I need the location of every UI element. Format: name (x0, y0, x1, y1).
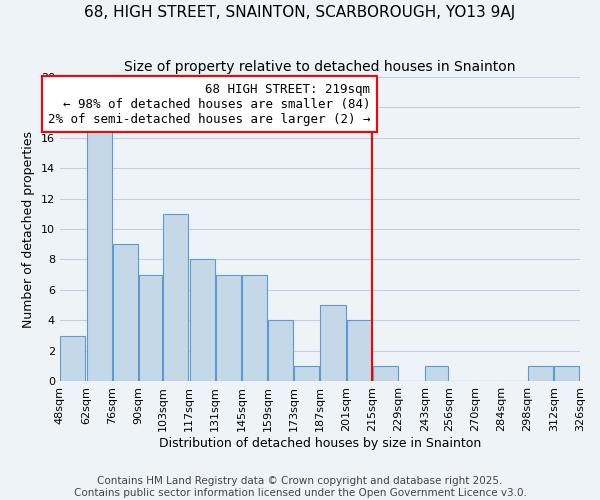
Title: Size of property relative to detached houses in Snainton: Size of property relative to detached ho… (124, 60, 515, 74)
Bar (373, 366, 398, 382)
Bar (190, 260, 215, 382)
Bar (86, 122, 112, 382)
Bar (528, 366, 553, 382)
X-axis label: Distribution of detached houses by size in Snainton: Distribution of detached houses by size … (159, 437, 481, 450)
Bar (425, 366, 448, 382)
Bar (163, 214, 188, 382)
Bar (139, 274, 162, 382)
Y-axis label: Number of detached properties: Number of detached properties (22, 130, 35, 328)
Bar (215, 274, 241, 382)
Bar (242, 274, 267, 382)
Bar (268, 320, 293, 382)
Text: 68, HIGH STREET, SNAINTON, SCARBOROUGH, YO13 9AJ: 68, HIGH STREET, SNAINTON, SCARBOROUGH, … (85, 5, 515, 20)
Bar (294, 366, 319, 382)
Bar (554, 366, 580, 382)
Bar (320, 305, 346, 382)
Bar (113, 244, 138, 382)
Bar (61, 336, 85, 382)
Text: Contains HM Land Registry data © Crown copyright and database right 2025.
Contai: Contains HM Land Registry data © Crown c… (74, 476, 526, 498)
Bar (347, 320, 372, 382)
Text: 68 HIGH STREET: 219sqm
← 98% of detached houses are smaller (84)
2% of semi-deta: 68 HIGH STREET: 219sqm ← 98% of detached… (48, 82, 370, 126)
